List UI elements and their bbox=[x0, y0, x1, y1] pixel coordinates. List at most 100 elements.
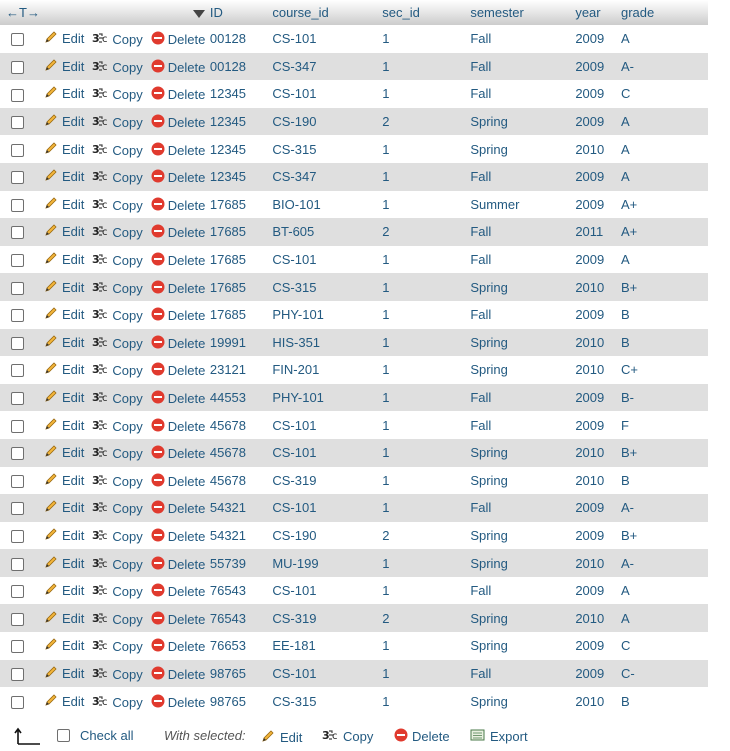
row-select[interactable] bbox=[0, 356, 40, 384]
row-select[interactable] bbox=[0, 632, 40, 660]
row-checkbox[interactable] bbox=[11, 585, 24, 599]
col-semester[interactable]: semester bbox=[470, 0, 576, 25]
row-checkbox[interactable] bbox=[11, 530, 24, 544]
delete-button[interactable]: Delete bbox=[151, 169, 205, 186]
row-checkbox[interactable] bbox=[11, 474, 24, 488]
check-all-checkbox[interactable] bbox=[57, 729, 70, 742]
edit-button[interactable]: Edit bbox=[43, 664, 84, 683]
edit-button[interactable]: Edit bbox=[43, 388, 84, 407]
delete-button[interactable]: Delete bbox=[151, 280, 205, 297]
edit-button[interactable]: Edit bbox=[43, 581, 84, 600]
col-year[interactable]: year bbox=[575, 0, 621, 25]
row-select[interactable] bbox=[0, 576, 40, 605]
row-select[interactable] bbox=[0, 438, 40, 467]
edit-button[interactable]: Edit bbox=[43, 140, 84, 159]
edit-button[interactable]: Edit bbox=[43, 195, 84, 214]
edit-button[interactable]: Edit bbox=[43, 333, 84, 352]
copy-button[interactable]: 3 c Copy bbox=[92, 446, 143, 462]
row-select[interactable] bbox=[0, 328, 40, 357]
delete-button[interactable]: Delete bbox=[151, 445, 205, 462]
delete-button[interactable]: Delete bbox=[151, 473, 205, 490]
check-all[interactable]: Check all bbox=[57, 728, 133, 743]
delete-button[interactable]: Delete bbox=[151, 224, 205, 241]
edit-button[interactable]: Edit bbox=[43, 636, 84, 655]
row-checkbox[interactable] bbox=[11, 336, 24, 350]
row-checkbox[interactable] bbox=[11, 612, 24, 626]
copy-button[interactable]: 3 c Copy bbox=[92, 115, 143, 131]
delete-button[interactable]: Delete bbox=[151, 418, 205, 435]
row-checkbox[interactable] bbox=[11, 226, 24, 240]
copy-button[interactable]: 3 c Copy bbox=[92, 335, 143, 351]
edit-button[interactable]: Edit bbox=[43, 498, 84, 517]
copy-button[interactable]: 3 c Copy bbox=[92, 501, 143, 517]
delete-button[interactable]: Delete bbox=[151, 390, 205, 407]
row-checkbox[interactable] bbox=[11, 309, 24, 323]
row-select[interactable] bbox=[0, 190, 40, 219]
edit-button[interactable]: Edit bbox=[43, 526, 84, 545]
row-checkbox[interactable] bbox=[11, 281, 24, 295]
delete-button[interactable]: Delete bbox=[151, 335, 205, 352]
delete-button[interactable]: Delete bbox=[151, 197, 205, 214]
delete-button[interactable]: Delete bbox=[151, 31, 205, 48]
bulk-delete-button[interactable]: Delete bbox=[394, 728, 450, 745]
row-select[interactable] bbox=[0, 218, 40, 246]
column-arrows-icon[interactable]: ←T→ bbox=[6, 5, 40, 20]
col-id[interactable]: ID bbox=[209, 0, 273, 25]
row-checkbox[interactable] bbox=[11, 640, 24, 654]
row-checkbox[interactable] bbox=[11, 557, 24, 571]
col-sec-id[interactable]: sec_id bbox=[382, 0, 471, 25]
copy-button[interactable]: 3 c Copy bbox=[92, 197, 143, 213]
edit-button[interactable]: Edit bbox=[43, 167, 84, 186]
row-checkbox[interactable] bbox=[11, 502, 24, 516]
row-select[interactable] bbox=[0, 411, 40, 439]
edit-button[interactable]: Edit bbox=[43, 443, 84, 462]
copy-button[interactable]: 3 c Copy bbox=[92, 418, 143, 434]
row-checkbox[interactable] bbox=[11, 695, 24, 709]
row-checkbox[interactable] bbox=[11, 198, 24, 212]
sort-options-icon[interactable] bbox=[192, 9, 205, 18]
row-select[interactable] bbox=[0, 300, 40, 329]
row-select[interactable] bbox=[0, 494, 40, 522]
row-checkbox[interactable] bbox=[11, 254, 24, 268]
copy-button[interactable]: 3 c Copy bbox=[92, 253, 143, 269]
row-checkbox[interactable] bbox=[11, 33, 24, 47]
row-checkbox[interactable] bbox=[11, 171, 24, 185]
edit-button[interactable]: Edit bbox=[43, 112, 84, 131]
delete-button[interactable]: Delete bbox=[151, 583, 205, 600]
edit-button[interactable]: Edit bbox=[43, 471, 84, 490]
copy-button[interactable]: 3 c Copy bbox=[92, 170, 143, 186]
edit-button[interactable]: Edit bbox=[43, 554, 84, 573]
copy-button[interactable]: 3 c Copy bbox=[92, 308, 143, 324]
delete-button[interactable]: Delete bbox=[151, 362, 205, 379]
copy-button[interactable]: 3 c Copy bbox=[92, 473, 143, 489]
copy-button[interactable]: 3 c Copy bbox=[92, 391, 143, 407]
row-select[interactable] bbox=[0, 549, 40, 577]
copy-button[interactable]: 3 c Copy bbox=[92, 611, 143, 627]
copy-button[interactable]: 3 c Copy bbox=[92, 556, 143, 572]
delete-button[interactable]: Delete bbox=[151, 694, 205, 711]
row-checkbox[interactable] bbox=[11, 447, 24, 461]
edit-button[interactable]: Edit bbox=[43, 609, 84, 628]
copy-button[interactable]: 3 c Copy bbox=[92, 666, 143, 682]
row-checkbox[interactable] bbox=[11, 667, 24, 681]
header-arrows[interactable]: ←T→ bbox=[0, 0, 40, 25]
row-checkbox[interactable] bbox=[11, 116, 24, 130]
edit-button[interactable]: Edit bbox=[43, 692, 84, 711]
row-select[interactable] bbox=[0, 245, 40, 274]
delete-button[interactable]: Delete bbox=[151, 142, 205, 159]
delete-button[interactable]: Delete bbox=[151, 307, 205, 324]
row-select[interactable] bbox=[0, 659, 40, 688]
row-checkbox[interactable] bbox=[11, 88, 24, 102]
row-select[interactable] bbox=[0, 25, 40, 53]
delete-button[interactable]: Delete bbox=[151, 611, 205, 628]
delete-button[interactable]: Delete bbox=[151, 86, 205, 103]
bulk-export-button[interactable]: Export bbox=[470, 728, 528, 745]
row-select[interactable] bbox=[0, 383, 40, 412]
edit-button[interactable]: Edit bbox=[43, 305, 84, 324]
row-select[interactable] bbox=[0, 273, 40, 301]
edit-button[interactable]: Edit bbox=[43, 416, 84, 435]
row-select[interactable] bbox=[0, 687, 40, 715]
col-grade[interactable]: grade bbox=[620, 0, 708, 25]
edit-button[interactable]: Edit bbox=[43, 57, 84, 76]
edit-button[interactable]: Edit bbox=[43, 222, 84, 241]
